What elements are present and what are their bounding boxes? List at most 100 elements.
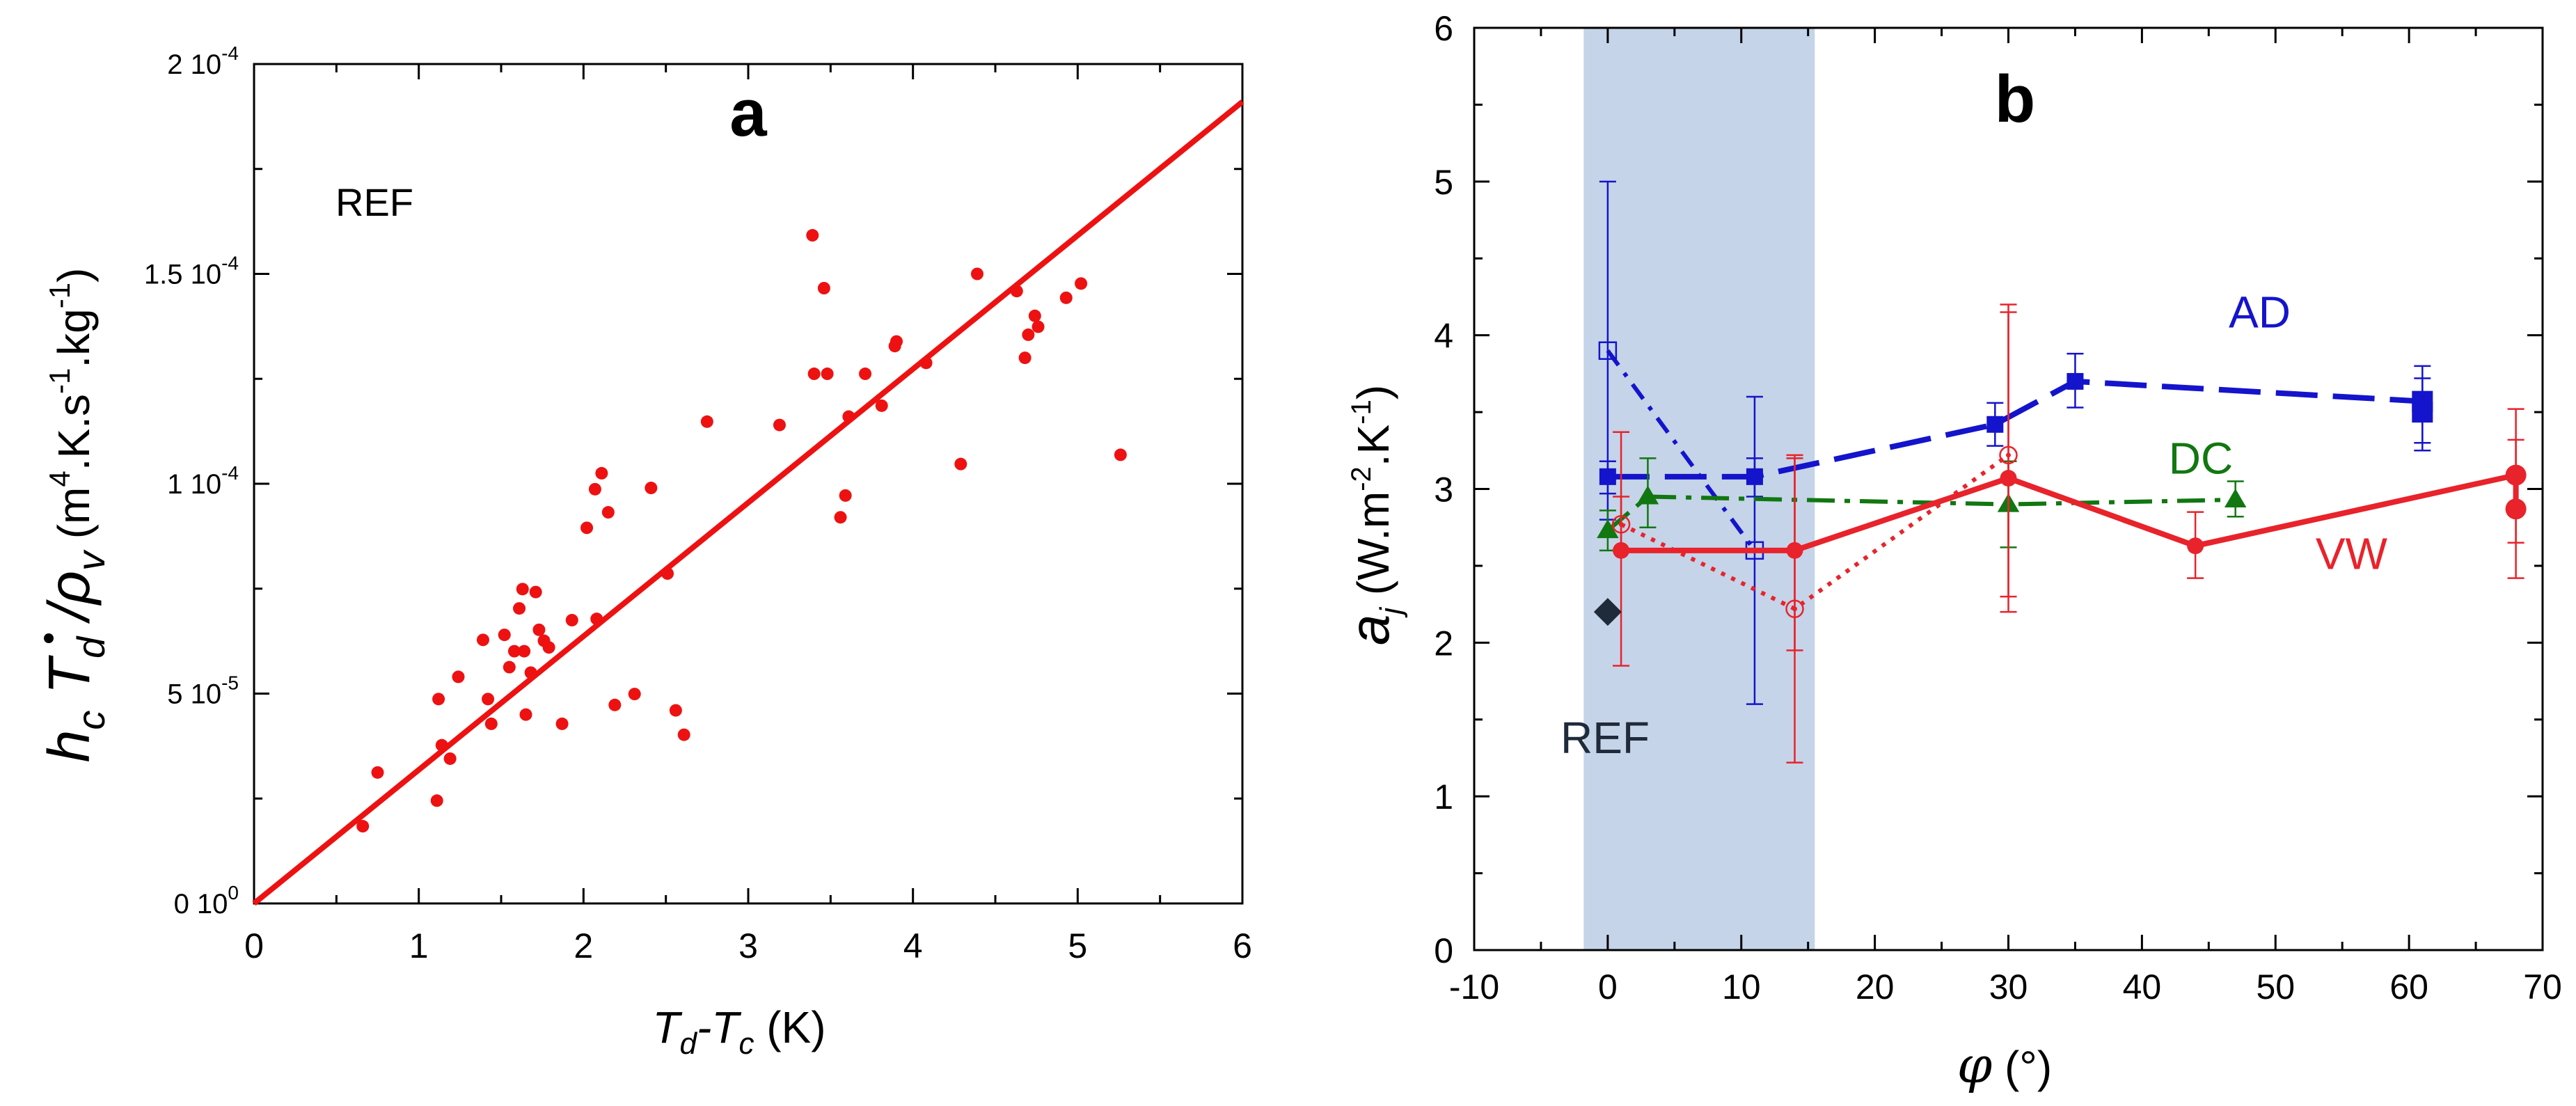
scatter-point: [435, 738, 448, 752]
scatter-point: [524, 666, 537, 679]
scatter-point: [817, 282, 830, 295]
y-tick-label: 4: [1434, 317, 1453, 356]
panel-b-y-tick-labels: 0 1 2 3 4 5 6: [1434, 9, 1453, 970]
x-tick-label: 0: [1598, 967, 1618, 1006]
scatter-point: [834, 511, 847, 524]
scatter-point: [452, 670, 465, 684]
series-dc-line: [1606, 494, 2236, 532]
vw-open-marker-dot: [2006, 452, 2011, 458]
vw-marker: [1786, 542, 1803, 559]
ad-marker: [2412, 402, 2433, 423]
scatter-point: [482, 693, 495, 706]
x-tick-label: -10: [1449, 967, 1499, 1006]
scatter-point: [519, 708, 532, 721]
scatter-point: [529, 585, 542, 599]
x-tick-label: 6: [1233, 926, 1252, 965]
scatter-point: [476, 633, 489, 647]
vw-marker: [2505, 498, 2527, 520]
x-tick-label: 60: [2389, 967, 2428, 1006]
x-tick-label: 1: [409, 926, 429, 965]
scatter-point: [590, 613, 603, 626]
vw-marker: [2000, 470, 2017, 487]
scatter-point: [821, 368, 834, 381]
vw-open-marker: [1999, 445, 2018, 465]
x-tick-label: 4: [903, 926, 923, 965]
scatter-point: [890, 335, 903, 348]
scatter-point: [588, 482, 601, 496]
svg-text:hc Td /ρv (m4.K.s-1.kg-1): hc Td /ρv (m4.K.s-1.kg-1): [36, 268, 113, 763]
vw-open-marker-dot: [1792, 606, 1797, 612]
scatter-point: [1075, 277, 1088, 290]
panel-b-series: AD DC VW: [1593, 180, 2527, 764]
panel-b-ref-annotation: REF: [1560, 713, 1650, 763]
x-tick-label: 2: [574, 926, 593, 965]
scatter-point: [371, 766, 384, 779]
y-tick-label: 6: [1434, 9, 1453, 48]
y-tick-label: 3: [1434, 471, 1453, 509]
y-tick-label: 0: [1434, 931, 1453, 970]
scatter-point: [555, 717, 569, 730]
panel-b-frame: [1473, 26, 2544, 951]
panel-b-label: b: [1995, 62, 2036, 136]
scatter-point: [608, 698, 622, 711]
panel-b-x-tick-labels: -10 0 10 20 30 40 50 60 70: [1449, 967, 2562, 1006]
scatter-point: [1032, 320, 1045, 333]
scatter-point: [595, 466, 608, 480]
panel-a-ref-annotation: REF: [335, 180, 413, 224]
scatter-point: [356, 820, 370, 833]
y-tick-label: 1: [1434, 777, 1453, 816]
ref-point-diamond: [1593, 598, 1622, 626]
panel-b-y-axis-label: aj (W.m-2.K-1): [1338, 385, 1408, 645]
panel-b-x-axis-label: φ (°): [1957, 1036, 2052, 1094]
scatter-point: [498, 629, 511, 642]
scatter-point: [919, 356, 933, 370]
y-tick-label: 5: [1434, 163, 1453, 202]
scatter-point: [518, 645, 531, 658]
vw-open-marker: [1611, 515, 1631, 534]
panel-a-label: a: [729, 76, 767, 150]
scatter-point: [601, 506, 615, 519]
x-tick-label: 10: [1722, 967, 1761, 1006]
y-tick-label: 2: [1434, 624, 1453, 663]
svg-text:aj (W.m-2.K-1): aj (W.m-2.K-1): [1338, 385, 1408, 645]
scatter-point: [542, 641, 555, 654]
scatter-point: [1018, 351, 1032, 365]
series-ad: AD: [1598, 180, 2433, 705]
scatter-point: [669, 704, 682, 717]
series-label-ad: AD: [2229, 287, 2291, 338]
vw-open-marker: [1785, 599, 1804, 618]
x-tick-label: 30: [1989, 967, 2028, 1006]
x-tick-label: 40: [2123, 967, 2162, 1006]
x-tick-label: 50: [2256, 967, 2295, 1006]
panel-a-y-axis-label: hc Td /ρv (m4.K.s-1.kg-1): [36, 268, 113, 763]
scatter-point: [806, 229, 819, 242]
ad-marker: [1746, 468, 1763, 485]
scatter-point: [507, 645, 521, 658]
panel-a-fit-line: [252, 100, 1244, 906]
scatter-point: [842, 410, 855, 423]
scatter-point: [773, 418, 786, 432]
scatter-point: [859, 368, 872, 381]
scatter-point: [1059, 291, 1073, 304]
scatter-point: [1010, 285, 1023, 298]
scatter-point: [1022, 328, 1035, 341]
vw-marker: [2187, 537, 2204, 555]
scatter-point: [516, 583, 529, 596]
scatter-point: [970, 267, 983, 281]
x-tick-label: 20: [1856, 967, 1895, 1006]
dc-marker: [2224, 488, 2247, 507]
series-label-dc: DC: [2169, 433, 2233, 483]
y-tick-label: 1 10-4: [167, 462, 239, 500]
x-tick-label: 3: [738, 926, 758, 965]
panel-a-x-tick-labels: 0 1 2 3 4 5 6: [244, 926, 1252, 965]
x-tick-label: 70: [2523, 967, 2562, 1006]
panel-a-y-tick-labels: 0 100 5 10-5 1 10-4 1.5 10-4 2 10-4: [144, 42, 239, 919]
scatter-point: [430, 794, 443, 807]
scatter-point: [484, 717, 498, 730]
scatter-point: [580, 521, 594, 535]
scatter-point: [432, 693, 445, 706]
scatter-point: [1028, 309, 1041, 322]
